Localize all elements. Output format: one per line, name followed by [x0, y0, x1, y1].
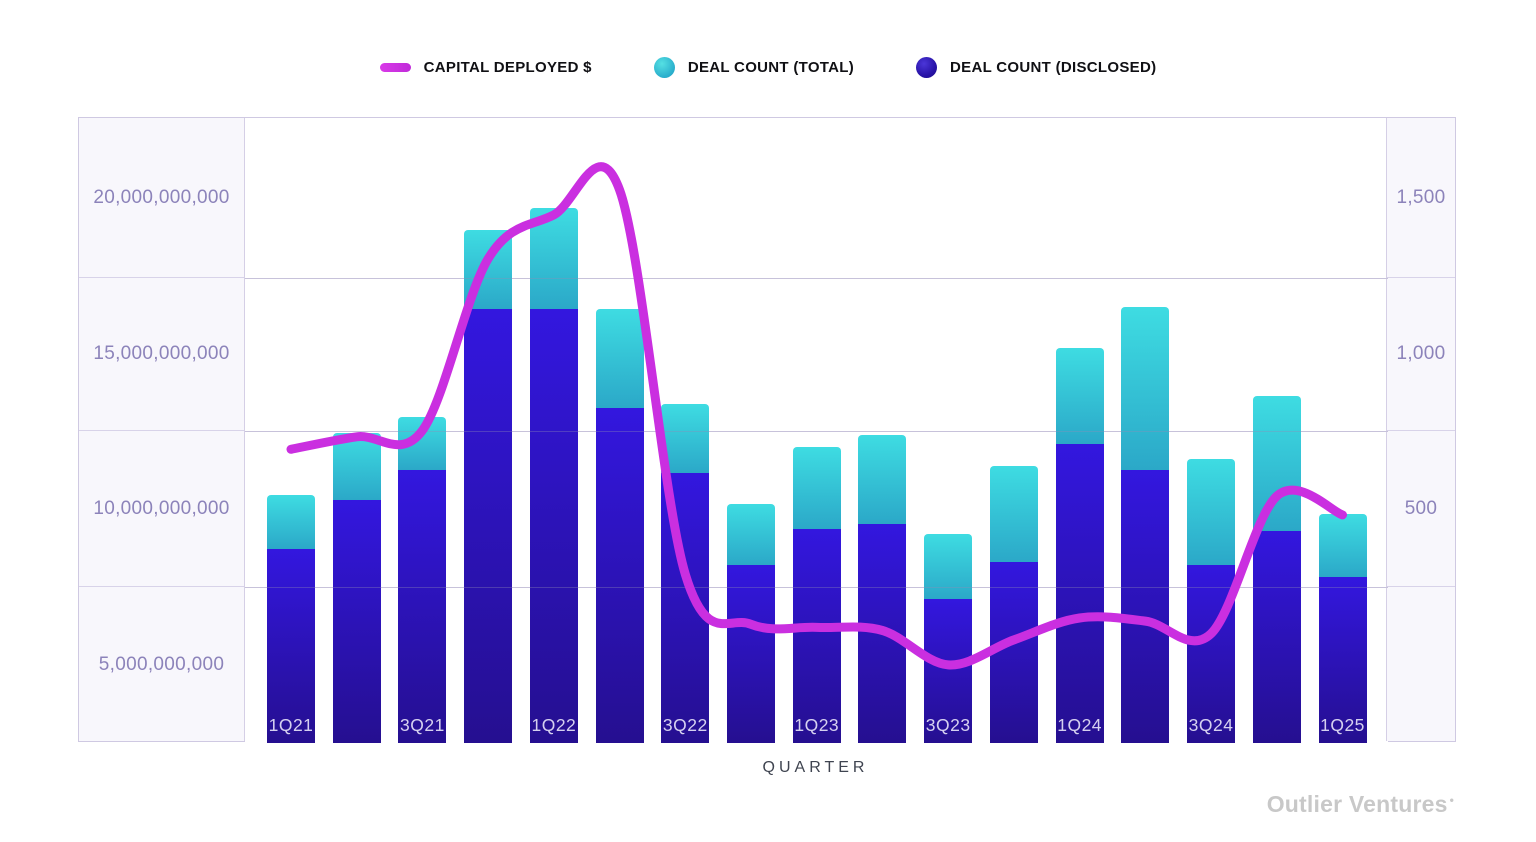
legend: CAPITAL DEPLOYED $ DEAL COUNT (TOTAL) DE… — [0, 52, 1536, 82]
horizontal-gridline-overlay — [245, 278, 1388, 279]
bar-disclosed-1q21 — [267, 549, 315, 743]
capital-deployed-line-swatch-icon — [379, 62, 411, 72]
watermark-dot-icon: • — [1449, 793, 1454, 807]
horizontal-gridline — [245, 431, 1388, 432]
legend-label: DEAL COUNT (DISCLOSED) — [950, 58, 1157, 76]
bar-total-3q23 — [924, 533, 973, 599]
bar-total-3q24 — [1187, 459, 1236, 565]
capital-deployed-line-layer — [286, 162, 1347, 670]
bar-total-2q22 — [595, 308, 644, 409]
bar-total-4q22 — [727, 504, 776, 565]
right-axis-tick-label: 500 — [1387, 431, 1455, 587]
bar-total-3q22 — [661, 403, 710, 474]
bar-disclosed-2q24 — [1121, 470, 1170, 743]
bar-total-4q24 — [1252, 395, 1301, 531]
bar-total-4q23 — [989, 465, 1038, 562]
bar-disclosed-3q24 — [1187, 564, 1236, 743]
capital-deployed-line — [286, 162, 1347, 670]
x-tick-label-3q21: 3Q21 — [400, 715, 445, 735]
left-axis-tick-label: 20,000,000,000 — [79, 118, 244, 278]
x-tick-label-3q23: 3Q23 — [925, 715, 971, 735]
x-tick-label-1q21: 1Q21 — [268, 715, 314, 735]
bar-total-1q23 — [792, 446, 841, 530]
bar-disclosed-1q24 — [1055, 443, 1104, 743]
x-tick-label-1q23: 1Q23 — [794, 715, 840, 735]
right-axis-deal-count: 1,500 1,000 500 — [1386, 118, 1455, 741]
horizontal-gridline-overlay — [245, 587, 1388, 588]
bar-total-2q21 — [332, 433, 381, 500]
x-tick-label-1q22: 1Q22 — [531, 715, 577, 735]
deal-count-total-circle-swatch-icon — [653, 56, 675, 78]
bar-disclosed-3q21 — [398, 470, 447, 743]
bar-disclosed-1q25 — [1318, 577, 1367, 743]
legend-item-capital-deployed: CAPITAL DEPLOYED $ — [379, 58, 592, 76]
x-tick-label-3q22: 3Q22 — [662, 715, 708, 735]
bar-total-1q25 — [1318, 513, 1367, 578]
legend-label: CAPITAL DEPLOYED $ — [423, 58, 592, 76]
deal-count-disclosed-circle-swatch-icon — [916, 56, 938, 78]
x-axis-title: QUARTER — [762, 759, 869, 776]
watermark-logo: Outlier Ventures • — [1267, 791, 1454, 818]
bar-disclosed-3q23 — [924, 598, 973, 743]
bar-disclosed-2q21 — [332, 499, 381, 743]
bar-total-1q24 — [1055, 347, 1104, 444]
x-tick-label-1q25: 1Q25 — [1320, 715, 1365, 735]
left-axis-capital: 20,000,000,000 15,000,000,000 10,000,000,0… — [79, 118, 245, 741]
left-axis-tick-label: 10,000,000,000 — [79, 431, 244, 587]
bar-disclosed-4q24 — [1252, 530, 1301, 743]
chart-frame: 20,000,000,000 15,000,000,000 10,000,000,0… — [78, 117, 1456, 743]
legend-item-deal-count-disclosed: DEAL COUNT (DISCLOSED) — [916, 56, 1157, 78]
x-tick-label-1q24: 1Q24 — [1057, 715, 1103, 735]
legend-item-deal-count-total: DEAL COUNT (TOTAL) — [653, 56, 855, 78]
horizontal-gridline — [245, 278, 1388, 279]
watermark-text: Outlier Ventures — [1266, 791, 1448, 817]
bar-disclosed-4q21 — [464, 308, 513, 743]
legend-label: DEAL COUNT (TOTAL) — [687, 58, 855, 76]
bar-disclosed-1q23 — [792, 529, 841, 743]
bar-disclosed-1q22 — [529, 308, 578, 743]
horizontal-gridline-overlay — [245, 431, 1388, 432]
plot-area: 1Q21 3Q21 1Q22 3Q22 1Q23 3Q23 1Q24 3Q24 1Q25 — [245, 118, 1388, 743]
bar-total-2q23 — [858, 434, 907, 525]
left-axis-tick-label: 15,000,000,000 — [79, 278, 244, 431]
bar-disclosed-4q23 — [989, 561, 1038, 743]
bar-disclosed-2q22 — [595, 408, 644, 743]
x-tick-label-3q24: 3Q24 — [1188, 715, 1234, 735]
right-axis-tick-label: 1,500 — [1387, 118, 1455, 278]
bar-total-2q24 — [1121, 307, 1170, 471]
bar-total-1q21 — [267, 495, 315, 550]
bar-disclosed-4q22 — [727, 564, 776, 743]
left-axis-tick-label: 5,000,000,000 — [98, 654, 225, 675]
right-axis-tick-label: 1,000 — [1387, 278, 1455, 431]
right-axis-tick-label — [1387, 587, 1455, 743]
